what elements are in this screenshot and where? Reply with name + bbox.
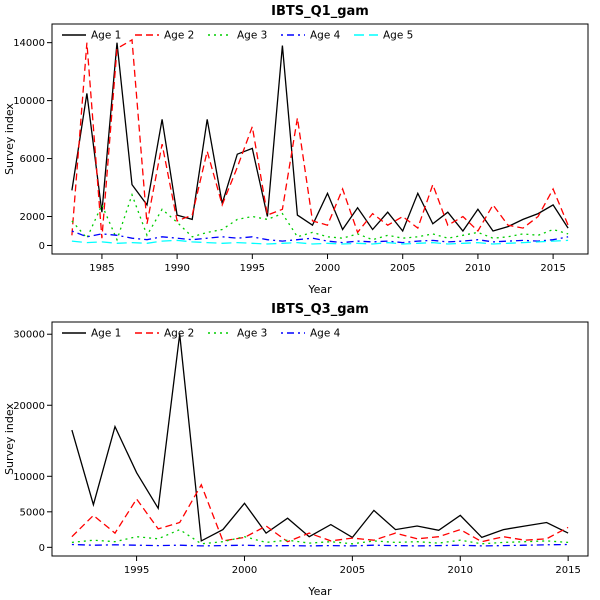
x-tick-label: 2005	[390, 263, 415, 274]
plot-border	[51, 321, 589, 557]
x-axis-label: Year	[307, 585, 332, 598]
x-tick-label: 2000	[232, 565, 257, 576]
x-tick-label: 2005	[340, 565, 365, 576]
y-tick-label: 6000	[20, 154, 45, 165]
series-line-age-3	[71, 192, 569, 242]
y-axis-label: Survey index	[3, 403, 16, 475]
series-line-age-2	[71, 483, 569, 543]
series-line-age-1	[71, 334, 569, 542]
x-tick-label: 2000	[315, 263, 340, 274]
y-tick-label: 10000	[13, 96, 45, 107]
y-tick-label: 10000	[13, 472, 45, 483]
y-tick-label: 0	[39, 241, 45, 252]
legend-label: Age 1	[91, 30, 121, 42]
plot-border	[51, 23, 589, 255]
legend-label: Age 1	[91, 328, 121, 340]
y-axis-label: Survey index	[3, 103, 16, 175]
x-tick-label: 2015	[555, 565, 580, 576]
y-tick-label: 20000	[13, 401, 45, 412]
legend-item: Age 3	[208, 30, 267, 42]
legend-item: Age 1	[62, 328, 121, 340]
legend-label: Age 3	[237, 328, 267, 340]
chart-ibts-q1-gam: IBTS_Q1_gam Survey index Year 0 2000 6000 1000…	[3, 4, 589, 296]
legend-item: Age 1	[62, 30, 121, 42]
x-tick-label: 1990	[164, 263, 189, 274]
legend-label: Age 3	[237, 30, 267, 42]
chart-ibts-q3-gam: IBTS_Q3_gam Survey index Year 0 5000 10000 200…	[3, 302, 589, 598]
y-tick-label: 14000	[13, 38, 45, 49]
legend-item: Age 4	[281, 30, 341, 42]
y-tick-label: 5000	[20, 507, 45, 518]
series-line-age-4	[71, 543, 569, 547]
legend-item: Age 5	[354, 30, 413, 42]
legend-label: Age 4	[310, 30, 341, 42]
y-tick-label: 30000	[13, 330, 45, 341]
x-tick-label: 2010	[465, 263, 490, 274]
x-tick-label: 1995	[124, 565, 149, 576]
series-line-age-4	[71, 230, 569, 244]
legend-label: Age 4	[310, 328, 341, 340]
legend-item: Age 2	[135, 30, 194, 42]
series-line-age-1	[71, 42, 569, 233]
series-line-age-2	[71, 38, 569, 239]
y-tick-label: 0	[39, 543, 45, 554]
x-axis-label: Year	[307, 283, 332, 296]
legend-item: Age 4	[281, 328, 341, 340]
legend-label: Age 5	[383, 30, 413, 42]
series-line-age-5	[71, 239, 569, 245]
legend-item: Age 3	[208, 328, 267, 340]
x-tick-label: 2015	[540, 263, 565, 274]
legend-label: Age 2	[164, 328, 194, 340]
x-tick-label: 2010	[448, 565, 473, 576]
chart-title: IBTS_Q3_gam	[271, 302, 369, 317]
x-tick-label: 1985	[89, 263, 114, 274]
y-tick-label: 2000	[20, 212, 45, 223]
legend-item: Age 2	[135, 328, 194, 340]
x-tick-label: 1995	[240, 263, 265, 274]
legend-label: Age 2	[164, 30, 194, 42]
chart-title: IBTS_Q1_gam	[271, 4, 369, 19]
